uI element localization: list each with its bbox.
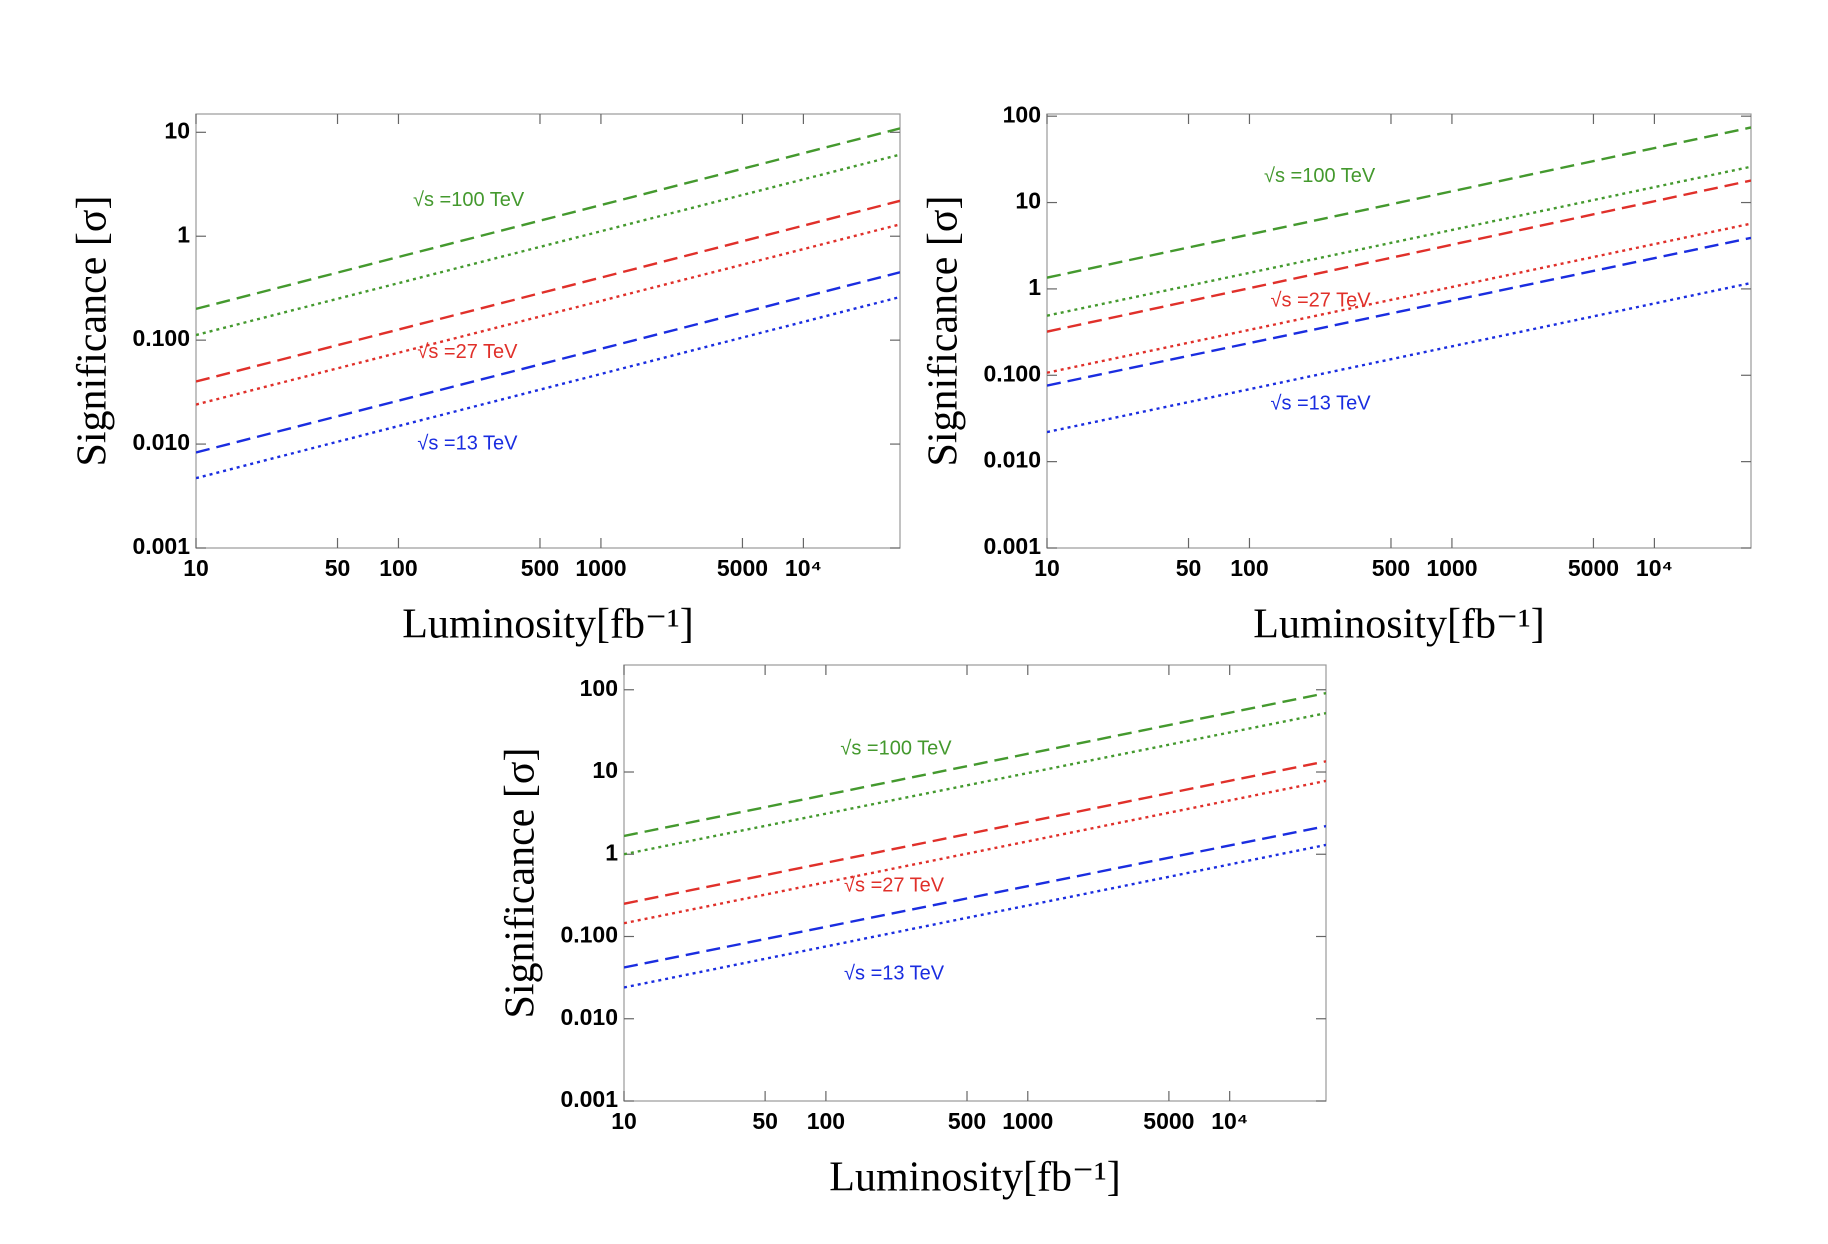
- annotation: √s =100 TeV: [840, 737, 952, 759]
- x-tick-label: 10⁴: [785, 555, 822, 581]
- y-tick-label: 0.001: [983, 533, 1041, 559]
- y-tick-label: 0.010: [132, 429, 190, 455]
- plot-area: [196, 127, 900, 480]
- x-tick-label: 5000: [717, 555, 768, 581]
- x-tick-label: 100: [807, 1108, 845, 1134]
- annotation: √s =27 TeV: [417, 341, 518, 363]
- series-line: [624, 760, 1326, 905]
- annotation: √s =13 TeV: [417, 432, 518, 454]
- series-line: [1047, 179, 1751, 333]
- plot-area: [624, 691, 1326, 989]
- x-tick-label: 5000: [1143, 1108, 1194, 1134]
- plot-frame: [1046, 113, 1752, 549]
- x-tick-label: 500: [521, 555, 559, 581]
- series-line: [1047, 236, 1751, 387]
- y-axis-title: Significance [σ]: [921, 195, 967, 466]
- y-tick-label: 100: [580, 675, 618, 701]
- annotation: √s =27 TeV: [1270, 290, 1371, 312]
- x-axis-title: Luminosity[fb⁻¹]: [1253, 602, 1544, 648]
- x-tick-label: 10⁴: [1211, 1108, 1248, 1134]
- x-tick-label: 10⁴: [1636, 555, 1673, 581]
- series-line: [624, 691, 1326, 838]
- series-line: [1047, 126, 1751, 279]
- plot-frame: [623, 664, 1327, 1102]
- series-line: [624, 711, 1326, 856]
- y-axis-title: Significance [σ]: [498, 747, 544, 1018]
- series-line: [624, 779, 1326, 925]
- x-axis-title: Luminosity[fb⁻¹]: [402, 602, 693, 648]
- annotation: √s =100 TeV: [1264, 165, 1376, 187]
- y-tick-label: 0.010: [983, 447, 1041, 473]
- series-line: [1047, 281, 1751, 434]
- x-tick-label: 5000: [1568, 555, 1619, 581]
- x-tick-label: 10: [611, 1108, 637, 1134]
- y-tick-label: 0.001: [132, 533, 190, 559]
- series-line: [196, 223, 900, 406]
- y-axis-title: Significance [σ]: [70, 195, 116, 466]
- x-tick-label: 50: [752, 1108, 778, 1134]
- x-tick-label: 50: [325, 555, 351, 581]
- y-tick-label: 10: [1015, 188, 1041, 214]
- y-tick-label: 0.001: [560, 1086, 618, 1112]
- series-line: [1047, 165, 1751, 317]
- annotation: √s =27 TeV: [844, 874, 945, 896]
- x-tick-label: 100: [1230, 555, 1268, 581]
- series-line: [624, 843, 1326, 989]
- y-tick-label: 0.100: [132, 325, 190, 351]
- y-tick-label: 0.010: [560, 1004, 618, 1030]
- y-tick-label: 0.100: [560, 922, 618, 948]
- y-tick-label: 1: [1028, 274, 1041, 300]
- y-tick-label: 0.100: [983, 360, 1041, 386]
- plot-frame: [195, 113, 901, 549]
- x-tick-label: 10: [183, 555, 209, 581]
- x-axis-title: Luminosity[fb⁻¹]: [829, 1155, 1120, 1201]
- series-line: [196, 127, 900, 311]
- annotation: √s =100 TeV: [413, 189, 525, 211]
- y-tick-label: 100: [1003, 101, 1041, 127]
- annotation: √s =13 TeV: [1270, 393, 1371, 415]
- x-tick-label: 1000: [575, 555, 626, 581]
- series-line: [196, 271, 900, 454]
- x-tick-label: 500: [948, 1108, 986, 1134]
- series-line: [196, 153, 900, 337]
- series-line: [624, 824, 1326, 969]
- annotation: √s =13 TeV: [844, 962, 945, 984]
- x-tick-label: 50: [1176, 555, 1202, 581]
- x-tick-label: 500: [1372, 555, 1410, 581]
- series-line: [196, 295, 900, 480]
- x-tick-label: 100: [379, 555, 417, 581]
- series-line: [1047, 222, 1751, 374]
- x-tick-label: 10: [1034, 555, 1060, 581]
- y-tick-label: 1: [177, 221, 190, 247]
- plot-area: [1047, 126, 1751, 434]
- y-tick-label: 1: [605, 839, 618, 865]
- y-tick-label: 10: [164, 117, 190, 143]
- series-line: [196, 199, 900, 383]
- y-tick-label: 10: [592, 757, 618, 783]
- x-tick-label: 1000: [1426, 555, 1477, 581]
- x-tick-label: 1000: [1002, 1108, 1053, 1134]
